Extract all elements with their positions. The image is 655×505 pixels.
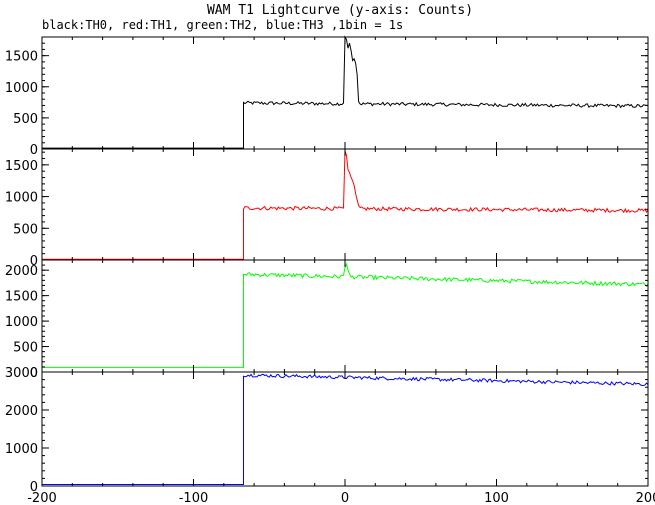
y-tick-label: 2000 (5, 264, 38, 279)
y-tick-label: 1000 (5, 191, 38, 206)
y-tick-label: 500 (13, 341, 38, 356)
y-tick-label: 0 (30, 254, 38, 269)
y-tick-label: 500 (13, 112, 38, 127)
y-tick-label: 1500 (5, 159, 38, 174)
x-tick-label: -200 (27, 491, 57, 505)
y-tick-label: 0 (30, 366, 38, 381)
series-line-th1 (42, 150, 649, 260)
panel-th2: 0 500 1000 1500 2000 (5, 259, 649, 381)
chart-title: WAM T1 Lightcurve (y-axis: Counts) (207, 3, 473, 18)
x-tick-label: 0 (341, 491, 349, 505)
y-tick-label: 500 (13, 222, 38, 237)
y-tick-label: 1500 (5, 290, 38, 305)
y-tick-label: 3000 (5, 366, 38, 381)
y-tick-label: 0 (30, 480, 38, 495)
panel-frame (41, 371, 649, 487)
y-tick-label: 2000 (5, 404, 38, 419)
y-tick-label: 1000 (5, 81, 38, 96)
panel-th3: 0 1000 2000 3000 (5, 366, 649, 495)
y-tick-label: 0 (30, 143, 38, 158)
panel-frame (41, 259, 649, 373)
y-tick-label: 1500 (5, 50, 38, 65)
chart-subtitle: black:TH0, red:TH1, green:TH2, blue:TH3 … (42, 18, 403, 32)
panel-th1: 0 500 1000 1500 (5, 148, 649, 269)
x-tick-label: 200 (636, 491, 655, 505)
y-tick-label: 1000 (5, 315, 38, 330)
x-tick-label: 100 (484, 491, 509, 505)
panels-group: 0500100015000500100015000500100015002000… (5, 35, 655, 505)
series-line-th2 (42, 262, 649, 368)
y-tick-label: 1000 (5, 442, 38, 457)
series-line-th3 (42, 373, 649, 485)
panel-th0: 0 500 1000 1500 (5, 35, 649, 158)
x-tick-label: -100 (179, 491, 209, 505)
series-line-th0 (42, 35, 648, 149)
